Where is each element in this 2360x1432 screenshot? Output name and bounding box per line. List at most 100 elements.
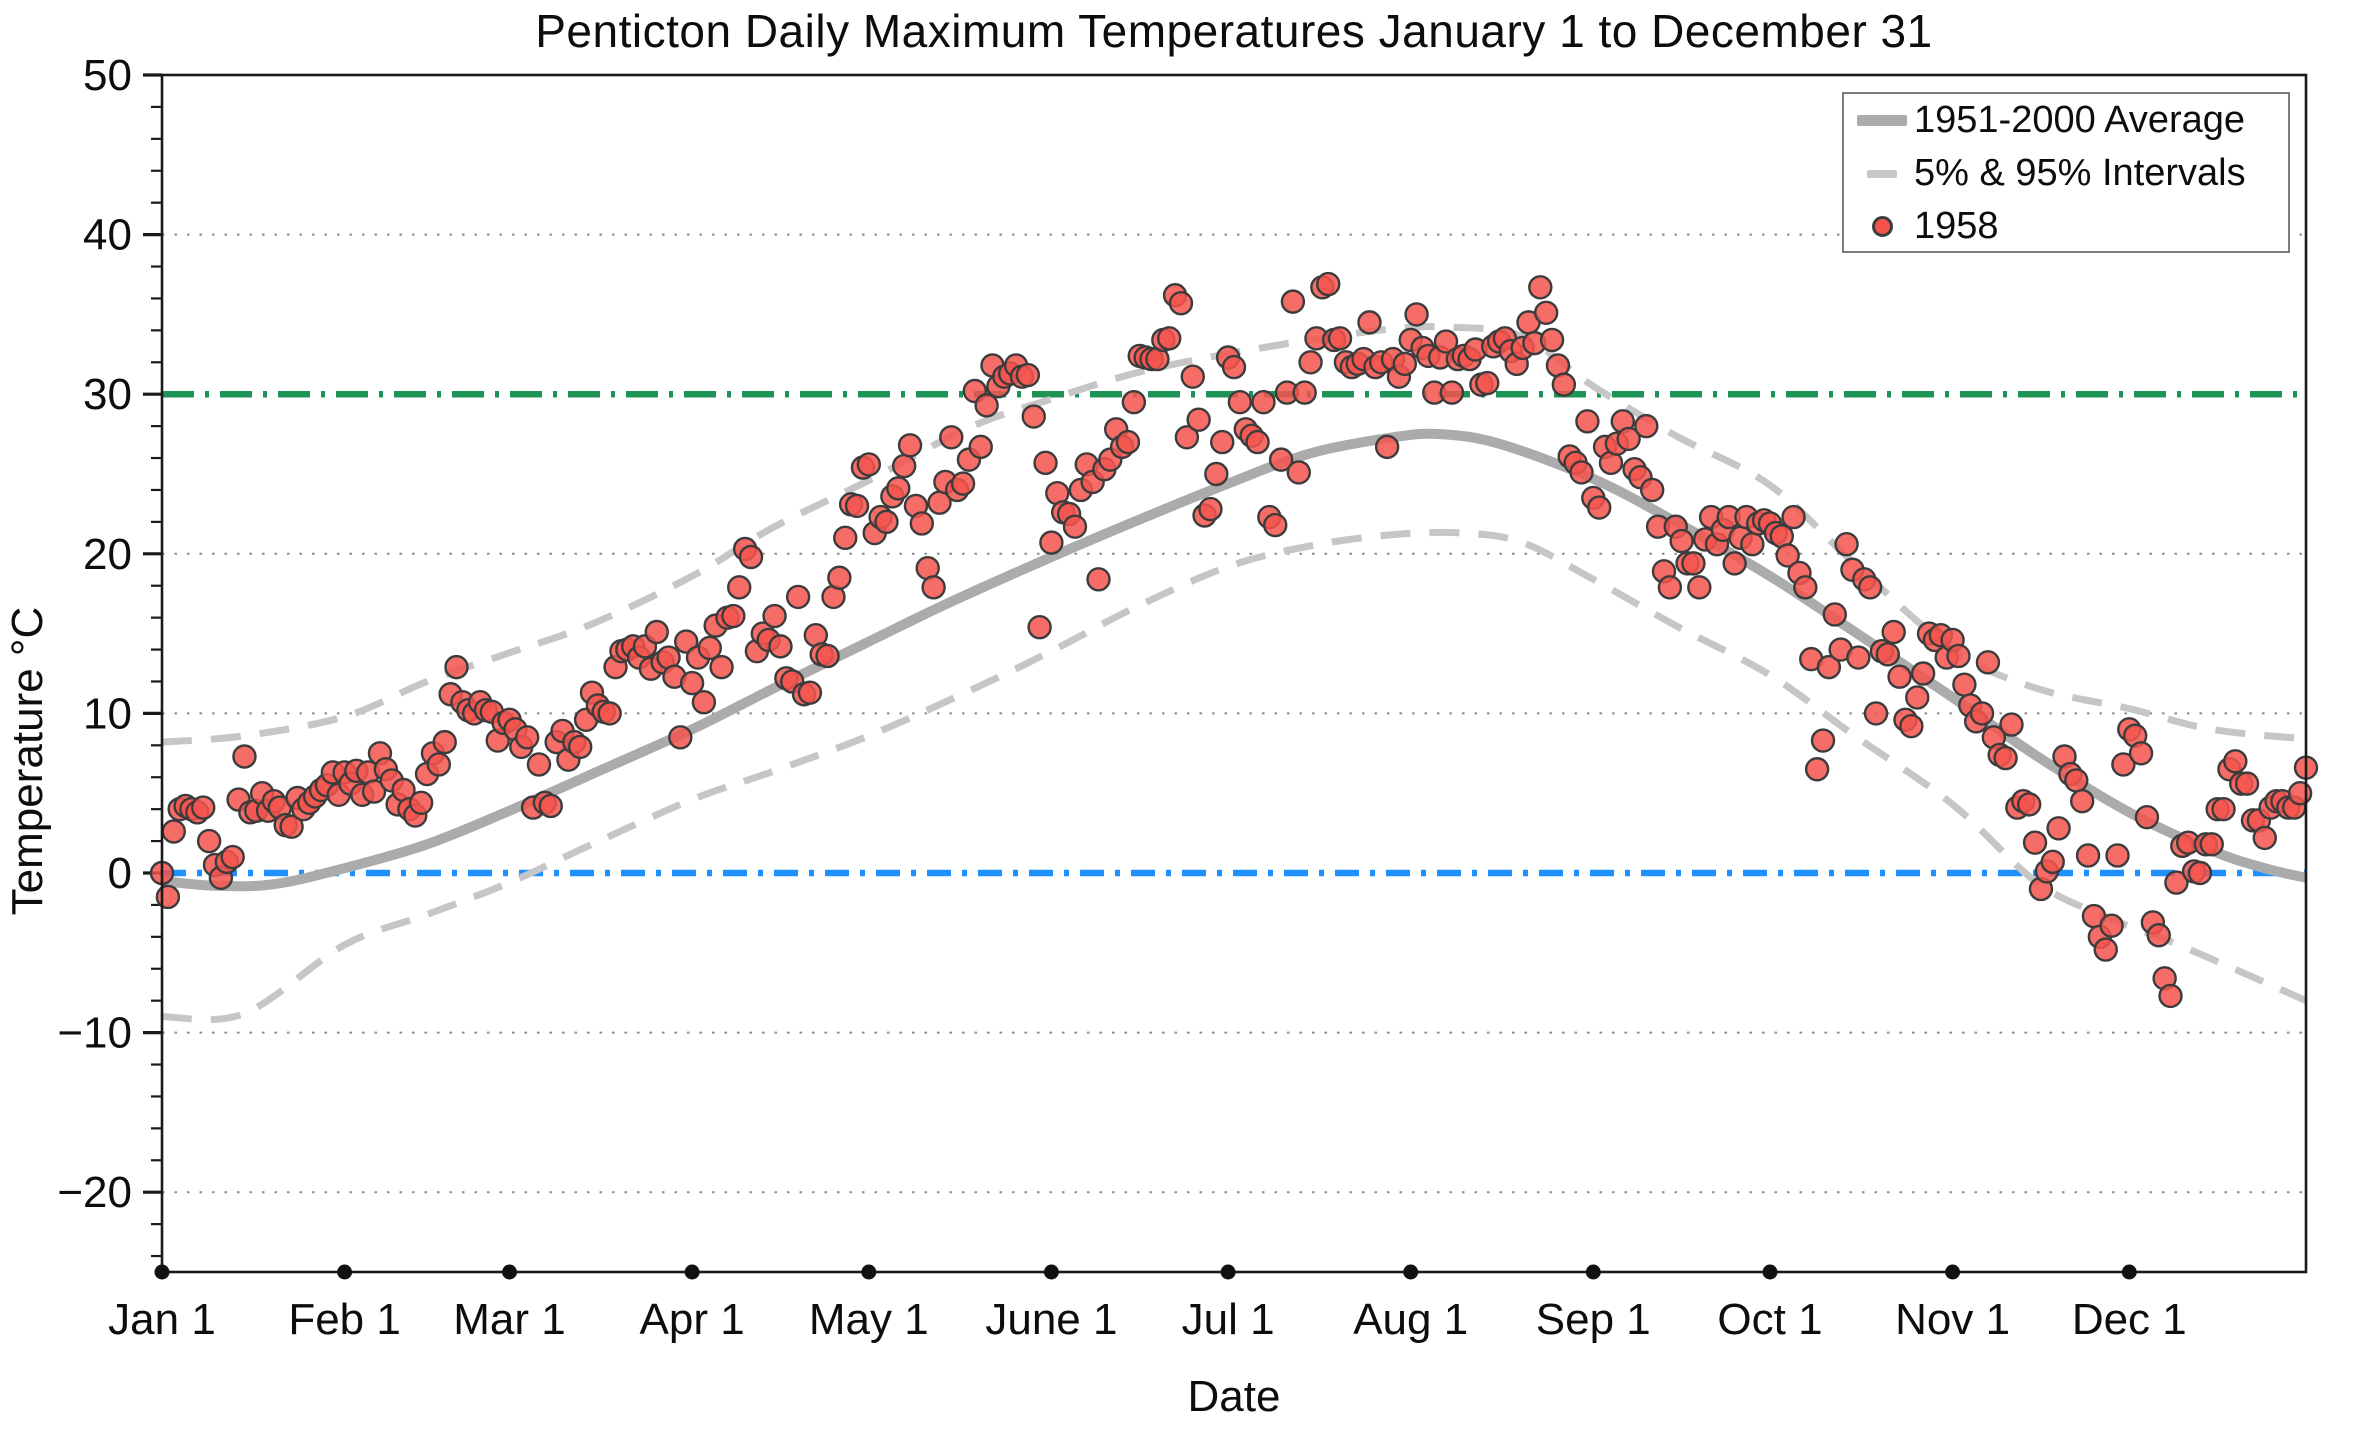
scatter-point	[597, 701, 622, 726]
x-tick-label: June 1	[985, 1295, 1117, 1344]
x-tick-label: Mar 1	[453, 1295, 565, 1344]
scatter-point	[921, 575, 946, 600]
scatter-point	[1475, 370, 1500, 396]
scatter-point	[1298, 350, 1323, 375]
scatter-point	[844, 493, 870, 519]
scatter-point	[1575, 409, 1600, 434]
month-tick-dot	[2121, 1264, 2137, 1280]
x-tick-label: Jan 1	[108, 1295, 216, 1344]
scatter-point	[2111, 752, 2136, 777]
scatter-point	[2287, 781, 2313, 806]
scatter-point	[968, 434, 993, 460]
legend-item-average: 1951-2000 Average	[1844, 94, 2288, 147]
scatter-point	[797, 680, 823, 705]
scatter-point	[1634, 413, 1659, 439]
scatter-point	[1834, 532, 1859, 557]
scatter-point	[1039, 530, 1064, 555]
scatter-point	[1810, 728, 1836, 753]
scatter-point	[1539, 327, 1565, 353]
month-tick-dot	[154, 1264, 170, 1280]
scatter-point	[2040, 849, 2065, 875]
scatter-point	[444, 654, 469, 680]
scatter-point	[1121, 389, 1147, 415]
scatter-point	[679, 670, 705, 696]
interval-dash-swatch-icon	[1850, 169, 1914, 178]
scatter-point	[2128, 741, 2154, 766]
scatter-point	[939, 425, 964, 450]
scatter-point	[155, 884, 181, 910]
scatter-point	[1569, 460, 1594, 485]
scatter-point	[1327, 326, 1353, 351]
scatter-point	[1881, 619, 1906, 645]
scatter-point	[2252, 825, 2277, 851]
scatter-point	[1616, 426, 1641, 452]
scatter-point	[833, 525, 858, 551]
x-tick-label: Jul 1	[1182, 1295, 1275, 1344]
scatter-point	[1433, 329, 1459, 354]
month-tick-dot	[1220, 1264, 1236, 1280]
y-tick-label: −20	[57, 1168, 132, 1217]
scatter-point	[1157, 326, 1182, 351]
scatter-point	[785, 584, 811, 610]
scatter-point	[691, 690, 717, 715]
average-line-swatch-icon	[1850, 115, 1914, 126]
scatter-point	[2093, 937, 2118, 962]
x-axis-title: Date	[1187, 1372, 1281, 1421]
scatter-point	[1263, 512, 1288, 538]
month-tick-dot	[502, 1264, 518, 1280]
scatter-point	[426, 752, 452, 777]
scatter-point	[768, 634, 793, 659]
legend-item-intervals: 5% & 95% Intervals	[1844, 147, 2288, 200]
x-tick-label: May 1	[809, 1295, 929, 1344]
scatter-point	[2069, 788, 2095, 814]
scatter-point	[1245, 429, 1270, 455]
scatter-point	[1551, 372, 1577, 397]
scatter-point	[1669, 528, 1694, 554]
scatter-point	[2223, 749, 2248, 774]
month-tick-dot	[684, 1264, 700, 1280]
scatter-point	[721, 603, 746, 629]
scatter-point	[408, 790, 434, 815]
scatter-point	[1186, 407, 1211, 432]
month-tick-dot	[337, 1264, 353, 1280]
scatter-point	[1657, 575, 1683, 600]
x-tick-label: Oct 1	[1717, 1295, 1822, 1344]
x-tick-label: Feb 1	[288, 1295, 401, 1344]
scatter-point	[1062, 514, 1088, 539]
scatter-point	[1204, 461, 1229, 487]
scatter-point	[1905, 685, 1930, 710]
scatter-point	[1781, 504, 1806, 530]
y-tick-label: 10	[83, 689, 132, 738]
scatter-point	[891, 453, 917, 479]
scatter-point	[1439, 380, 1465, 405]
scatter-point	[1221, 354, 1247, 380]
scatter-point	[709, 654, 734, 680]
scatter-point	[697, 635, 722, 661]
scatter-point	[2199, 832, 2224, 857]
scatter-point	[232, 744, 257, 769]
scatter-point	[567, 734, 593, 760]
scatter-point	[1251, 389, 1276, 415]
y-axis-title: Temperature °C	[3, 606, 52, 916]
legend-item-1958: 1958	[1844, 200, 2288, 253]
month-tick-dot	[1762, 1264, 1778, 1280]
scatter-point	[1533, 300, 1559, 326]
scatter-point	[514, 725, 540, 750]
legend: 1951-2000 Average 5% & 95% Intervals 195…	[1842, 92, 2290, 253]
scatter-point	[1286, 460, 1311, 485]
y-tick-label: 30	[83, 370, 132, 419]
scatter-point	[886, 476, 911, 501]
scatter-point	[220, 844, 245, 870]
scatter-point	[856, 452, 882, 477]
scatter-point	[2187, 860, 2213, 886]
scatter-point	[1015, 362, 1041, 388]
x-tick-label: Aug 1	[1353, 1295, 1468, 1344]
scatter-point	[738, 544, 764, 570]
scatter-point	[1740, 532, 1765, 557]
scatter-point	[950, 471, 976, 496]
scatter-point	[432, 729, 457, 755]
month-tick-dot	[861, 1264, 877, 1280]
scatter-point	[1804, 757, 1830, 782]
scatter-point	[909, 511, 935, 536]
scatter-point	[1946, 643, 1971, 669]
